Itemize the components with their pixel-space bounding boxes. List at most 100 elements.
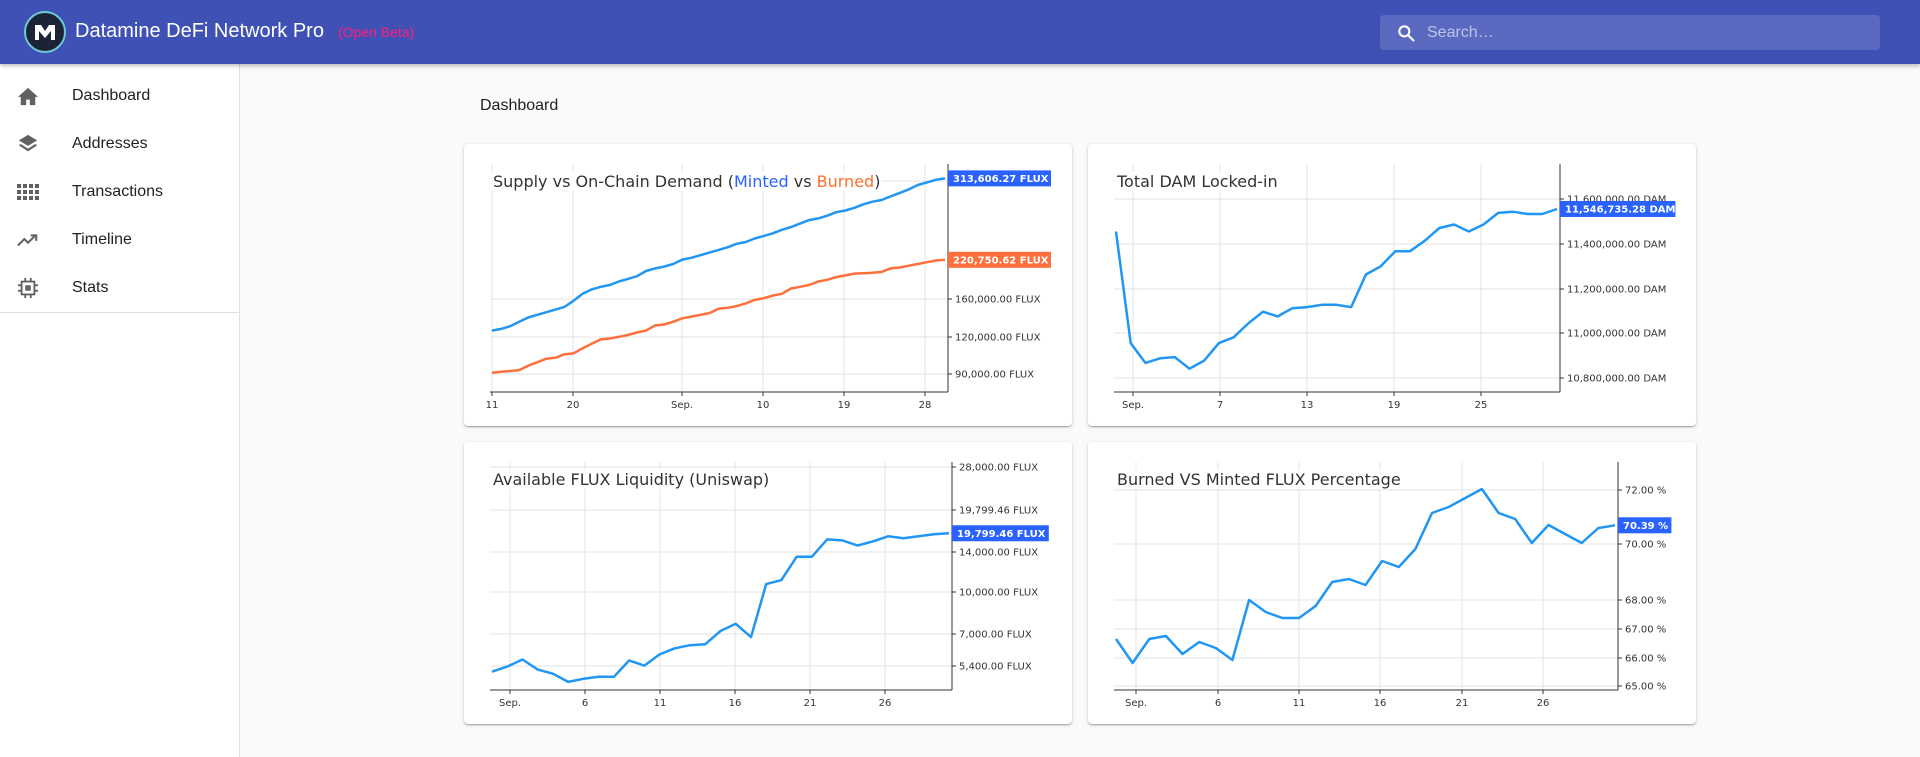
badge-bg — [948, 251, 1051, 268]
sidebar-item-label: Timeline — [72, 231, 132, 248]
badge-bg — [948, 170, 1051, 187]
badge-label: 313,606.27 FLUX — [953, 174, 1049, 185]
sidebar-item-timeline[interactable]: Timeline — [0, 216, 239, 264]
series-line[interactable] — [491, 258, 946, 374]
chart-grid — [1114, 164, 1560, 392]
grid-icon — [16, 180, 40, 204]
y-tick-label: 28,000.00 FLUX — [959, 463, 1038, 474]
y-tick-label: 67.00 % — [1625, 625, 1666, 636]
flux-liquidity-chart[interactable]: Sep. 6 11 16 21 26 28,000.00 FLUX 19,799.46 FLU… — [464, 442, 1072, 724]
y-tick-label: 7,000.00 FLUX — [959, 630, 1032, 641]
sidebar-item-label: Stats — [72, 279, 109, 296]
logo-icon[interactable] — [24, 11, 66, 53]
page-title: Dashboard — [480, 97, 559, 114]
series-line[interactable] — [491, 177, 946, 332]
dam-locked-chart[interactable]: Sep. 7 13 19 25 11,600,000.00 DAM 11,400,000.0… — [1088, 144, 1696, 426]
series-line[interactable] — [1114, 487, 1616, 665]
x-tick-label: 16 — [1374, 698, 1387, 709]
burned-minted-pct-chart[interactable]: Sep. 6 11 16 21 26 72.00 % 70.00 % 68.00 % 67.00 … — [1088, 442, 1696, 724]
y-tick-label: 11,600,000.00 DAM — [1567, 195, 1666, 206]
y-tick-label: 120,000.00 FLUX — [955, 333, 1041, 344]
x-tick-label: 6 — [582, 698, 588, 709]
sidebar-item-stats[interactable]: Stats — [0, 264, 239, 312]
sidebar: Dashboard Addresses Transactions Timelin… — [0, 64, 240, 757]
x-tick-label: 11 — [654, 698, 667, 709]
x-tick-label: 11 — [1293, 698, 1306, 709]
y-tick-label: 160,000.00 FLUX — [955, 295, 1041, 306]
app-title: Datamine DeFi Network Pro — [75, 20, 324, 42]
x-tick-label: Sep. — [671, 400, 693, 411]
trending-up-icon — [16, 228, 40, 252]
y-tick-label: 72.00 % — [1625, 486, 1666, 497]
y-tick-label: 10,800,000.00 DAM — [1567, 374, 1666, 385]
sidebar-item-transactions[interactable]: Transactions — [0, 168, 239, 216]
last-value-badge: 19,799.46 FLUX — [952, 525, 1049, 542]
badge-bg — [1560, 200, 1676, 217]
x-tick-label: 13 — [1301, 400, 1314, 411]
sidebar-item-label: Transactions — [72, 183, 163, 200]
last-value-badge: 313,606.27 FLUX — [948, 170, 1051, 187]
x-tick-label: 6 — [1215, 698, 1221, 709]
badge-label: 19,799.46 FLUX — [957, 529, 1046, 540]
x-tick-label: 19 — [838, 400, 851, 411]
x-tick-label: 20 — [567, 400, 580, 411]
x-tick-label: 28 — [919, 400, 932, 411]
sidebar-item-dashboard[interactable]: Dashboard — [0, 72, 239, 120]
layers-icon — [16, 132, 40, 156]
series-line[interactable] — [491, 532, 950, 684]
y-tick-label: 19,799.46 FLUX — [959, 506, 1038, 517]
y-tick-label: 11,000,000.00 DAM — [1567, 329, 1666, 340]
chart-title-suffix: ) — [874, 172, 881, 191]
chart-grid — [1114, 462, 1618, 690]
badge-bg — [1618, 517, 1672, 534]
y-tick-label: 5,400.00 FLUX — [959, 662, 1032, 673]
last-value-badge: 220,750.62 FLUX — [948, 251, 1051, 268]
chip-icon — [16, 276, 40, 300]
series-line[interactable] — [1114, 207, 1558, 370]
chart-title: Total DAM Locked-in — [1115, 172, 1280, 191]
x-tick-label: Sep. — [1122, 400, 1144, 411]
y-tick-label: 68.00 % — [1625, 596, 1666, 607]
last-value-badge: 11,546,735.28 DAM — [1560, 200, 1676, 217]
chart-card-flux-liquidity: Sep. 6 11 16 21 26 28,000.00 FLUX 19,799.46 FLU… — [464, 442, 1072, 724]
y-tick-label: 66.00 % — [1625, 654, 1666, 665]
chart-title: Supply vs On-Chain Demand (Minted vs Bur… — [491, 172, 883, 191]
app-bar: Datamine DeFi Network Pro (Open Beta) — [0, 0, 1920, 64]
x-tick-label: 11 — [486, 400, 499, 411]
chart-grid — [490, 462, 952, 690]
chart-title: Available FLUX Liquidity (Uniswap) — [491, 470, 772, 489]
chart-card-burned-minted-pct: Sep. 6 11 16 21 26 72.00 % 70.00 % 68.00 % 67.00 … — [1088, 442, 1696, 724]
home-icon — [16, 84, 40, 108]
sidebar-item-addresses[interactable]: Addresses — [0, 120, 239, 168]
x-tick-label: 21 — [1456, 698, 1469, 709]
y-tick-label: 70.00 % — [1625, 540, 1666, 551]
y-tick-label: 10,000.00 FLUX — [959, 588, 1038, 599]
chart-card-dam-locked: Sep. 7 13 19 25 11,600,000.00 DAM 11,400,000.0… — [1088, 144, 1696, 426]
badge-bg — [952, 525, 1049, 542]
chart-title-minted: Minted — [733, 172, 789, 191]
x-tick-label: 26 — [879, 698, 892, 709]
x-tick-label: 21 — [804, 698, 817, 709]
badge-label: 220,750.62 FLUX — [953, 255, 1049, 266]
nav-list: Dashboard Addresses Transactions Timelin… — [0, 64, 239, 313]
x-tick-label: 25 — [1475, 400, 1488, 411]
x-tick-label: 16 — [729, 698, 742, 709]
search-box[interactable] — [1380, 15, 1880, 50]
sidebar-item-label: Dashboard — [72, 87, 151, 104]
y-tick-label: 90,000.00 FLUX — [955, 370, 1034, 381]
badge-label: 11,546,735.28 DAM — [1565, 204, 1675, 215]
y-tick-label: 11,200,000.00 DAM — [1567, 285, 1666, 296]
chart-title-vs: vs — [788, 172, 817, 191]
x-tick-label: 10 — [757, 400, 770, 411]
chart-title: Burned VS Minted FLUX Percentage — [1115, 470, 1403, 489]
sidebar-item-label: Addresses — [72, 135, 148, 152]
y-tick-label: 65.00 % — [1625, 682, 1666, 693]
x-tick-label: 7 — [1217, 400, 1223, 411]
last-value-badge: 70.39 % — [1618, 517, 1672, 534]
x-tick-label: 19 — [1388, 400, 1401, 411]
search-input[interactable] — [1427, 15, 1867, 50]
badge-label: 70.39 % — [1623, 521, 1668, 532]
search-icon — [1396, 23, 1416, 43]
chart-title-burned: Burned — [816, 172, 875, 191]
